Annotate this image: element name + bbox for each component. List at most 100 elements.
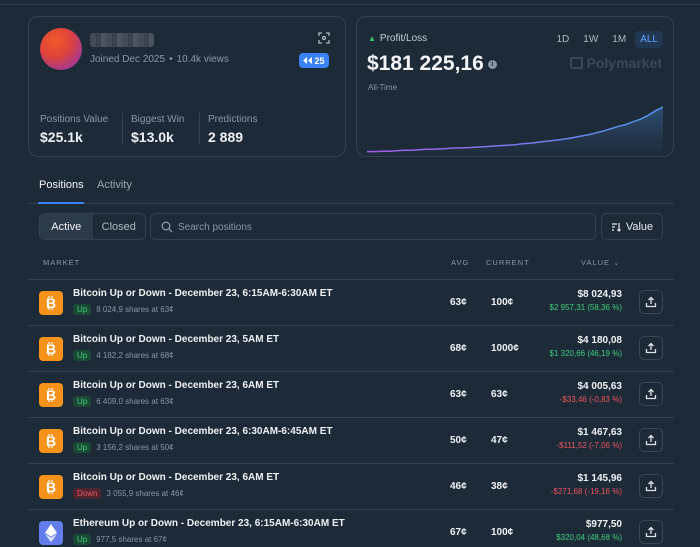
active-filter-button[interactable]: Active bbox=[40, 214, 93, 239]
pnl-chart bbox=[367, 106, 663, 155]
search-input[interactable] bbox=[178, 219, 578, 235]
sort-button[interactable]: Value bbox=[601, 213, 663, 240]
bitcoin-logo: B bbox=[39, 429, 63, 453]
current-price: 47¢ bbox=[491, 435, 508, 446]
pnl-value: $181 225,16 i bbox=[367, 52, 497, 76]
market-title[interactable]: Bitcoin Up or Down - December 23, 6AM ET bbox=[73, 380, 280, 391]
share-icon bbox=[645, 342, 657, 354]
market-title[interactable]: Bitcoin Up or Down - December 23, 6AM ET bbox=[73, 472, 280, 483]
avg-price: 46¢ bbox=[450, 481, 467, 492]
market-title[interactable]: Bitcoin Up or Down - December 23, 6:15AM… bbox=[73, 288, 333, 299]
share-icon bbox=[645, 480, 657, 492]
market-title[interactable]: Ethereum Up or Down - December 23, 6:15A… bbox=[73, 518, 345, 529]
bitcoin-icon: B bbox=[46, 341, 56, 357]
info-icon[interactable]: i bbox=[487, 59, 497, 69]
share-button[interactable] bbox=[639, 428, 663, 452]
share-button[interactable] bbox=[639, 382, 663, 406]
share-button[interactable] bbox=[639, 474, 663, 498]
search-box bbox=[150, 213, 596, 240]
profit-loss-card: ▲ Profit/Loss $181 225,16 i All-Time 1D 1W… bbox=[356, 16, 674, 157]
table-row[interactable]: B Bitcoin Up or Down - December 23, 5AM E… bbox=[28, 325, 674, 371]
stat-divider bbox=[199, 113, 200, 145]
expand-icon[interactable] bbox=[318, 31, 330, 44]
column-header-current[interactable]: CURRENT bbox=[486, 258, 530, 267]
position-details: Up 977,5 shares at 67¢ bbox=[73, 534, 167, 545]
avg-price: 50¢ bbox=[450, 435, 467, 446]
market-title[interactable]: Bitcoin Up or Down - December 23, 6:30AM… bbox=[73, 426, 333, 437]
bitcoin-icon: B bbox=[46, 479, 56, 495]
position-value: $8 024,93 bbox=[577, 289, 623, 300]
position-details: Up 3 156,2 shares at 50¢ bbox=[73, 442, 174, 453]
bitcoin-icon: B bbox=[46, 295, 56, 311]
bitcoin-logo: B bbox=[39, 291, 63, 315]
closed-filter-button[interactable]: Closed bbox=[101, 220, 136, 233]
shares-text: 8 024,9 shares at 63¢ bbox=[96, 305, 174, 314]
range-all-button[interactable]: ALL bbox=[635, 31, 663, 48]
shares-text: 6 409,0 shares at 63¢ bbox=[96, 397, 174, 406]
status-toggle: Active Closed bbox=[39, 213, 146, 240]
username-redacted bbox=[90, 33, 154, 47]
top-divider bbox=[0, 4, 700, 5]
table-row[interactable]: Ethereum Up or Down - December 23, 6:15A… bbox=[28, 509, 674, 547]
position-details: Up 6 409,0 shares at 63¢ bbox=[73, 396, 174, 407]
share-button[interactable] bbox=[639, 290, 663, 314]
joined-date: Joined Dec 2025 bbox=[90, 54, 166, 65]
brand-name: Polymarket bbox=[586, 55, 662, 71]
column-header-value-label: VALUE bbox=[581, 258, 611, 267]
profile-card: Joined Dec 2025 • 10.4k views 25 Positions… bbox=[28, 16, 346, 157]
avg-price: 63¢ bbox=[450, 389, 467, 400]
position-pnl: -$111,52 (-7,06 %) bbox=[556, 441, 622, 450]
position-value: $977,50 bbox=[585, 519, 622, 530]
ethereum-icon bbox=[45, 524, 57, 542]
bitcoin-logo: B bbox=[39, 475, 63, 499]
profile-meta: Joined Dec 2025 • 10.4k views bbox=[90, 54, 229, 65]
range-1w-button[interactable]: 1W bbox=[583, 34, 599, 45]
market-title[interactable]: Bitcoin Up or Down - December 23, 5AM ET bbox=[73, 334, 280, 345]
polymarket-icon bbox=[569, 57, 583, 69]
position-details: Up 8 024,9 shares at 63¢ bbox=[73, 304, 174, 315]
sort-label: Value bbox=[625, 220, 654, 233]
views-count: 10.4k views bbox=[176, 54, 229, 65]
stat-predictions: Predictions 2 889 bbox=[208, 114, 257, 145]
range-1m-button[interactable]: 1M bbox=[612, 34, 627, 45]
pnl-label-text: Profit/Loss bbox=[379, 33, 428, 44]
tab-activity[interactable]: Activity bbox=[97, 179, 132, 191]
position-pnl: $1 320,66 (46,19 %) bbox=[549, 349, 623, 358]
share-button[interactable] bbox=[639, 520, 663, 544]
stat-label: Biggest Win bbox=[131, 114, 185, 125]
current-price: 100¢ bbox=[491, 527, 514, 538]
table-row[interactable]: B Bitcoin Up or Down - December 23, 6:15A… bbox=[28, 279, 674, 325]
avg-price: 68¢ bbox=[450, 343, 467, 354]
pnl-chart-line bbox=[367, 106, 663, 153]
svg-text:B: B bbox=[46, 341, 56, 357]
ethereum-logo bbox=[39, 521, 63, 545]
current-price: 63¢ bbox=[491, 389, 508, 400]
column-header-market: MARKET bbox=[43, 258, 81, 267]
position-value: $4 005,63 bbox=[577, 381, 623, 392]
avatar[interactable] bbox=[40, 28, 82, 70]
svg-text:B: B bbox=[46, 433, 56, 449]
share-icon bbox=[645, 526, 657, 538]
tab-positions[interactable]: Positions bbox=[39, 179, 84, 191]
table-row[interactable]: B Bitcoin Up or Down - December 23, 6:30A… bbox=[28, 417, 674, 463]
table-row[interactable]: B Bitcoin Up or Down - December 23, 6AM E… bbox=[28, 371, 674, 417]
stat-biggest-win: Biggest Win $13.0k bbox=[131, 114, 184, 145]
share-button[interactable] bbox=[639, 336, 663, 360]
share-icon bbox=[645, 388, 657, 400]
column-header-value[interactable]: VALUE ⌄ bbox=[581, 258, 620, 267]
position-pnl: -$33,46 (-0,83 %) bbox=[559, 395, 622, 404]
pnl-label: ▲ Profit/Loss bbox=[368, 33, 427, 44]
position-value: $1 467,63 bbox=[577, 427, 623, 438]
rewind-icon bbox=[303, 57, 313, 64]
meta-separator: • bbox=[169, 54, 173, 65]
position-value: $4 180,08 bbox=[577, 335, 623, 346]
rank-badge-value: 25 bbox=[314, 55, 325, 66]
pnl-chart-area bbox=[367, 107, 663, 155]
table-row[interactable]: B Bitcoin Up or Down - December 23, 6AM E… bbox=[28, 463, 674, 509]
rank-badge: 25 bbox=[299, 53, 329, 68]
current-price: 38¢ bbox=[491, 481, 508, 492]
bitcoin-logo: B bbox=[39, 337, 63, 361]
range-1d-button[interactable]: 1D bbox=[556, 34, 570, 45]
stat-value: 2 889 bbox=[208, 129, 244, 145]
avg-price: 63¢ bbox=[450, 297, 467, 308]
